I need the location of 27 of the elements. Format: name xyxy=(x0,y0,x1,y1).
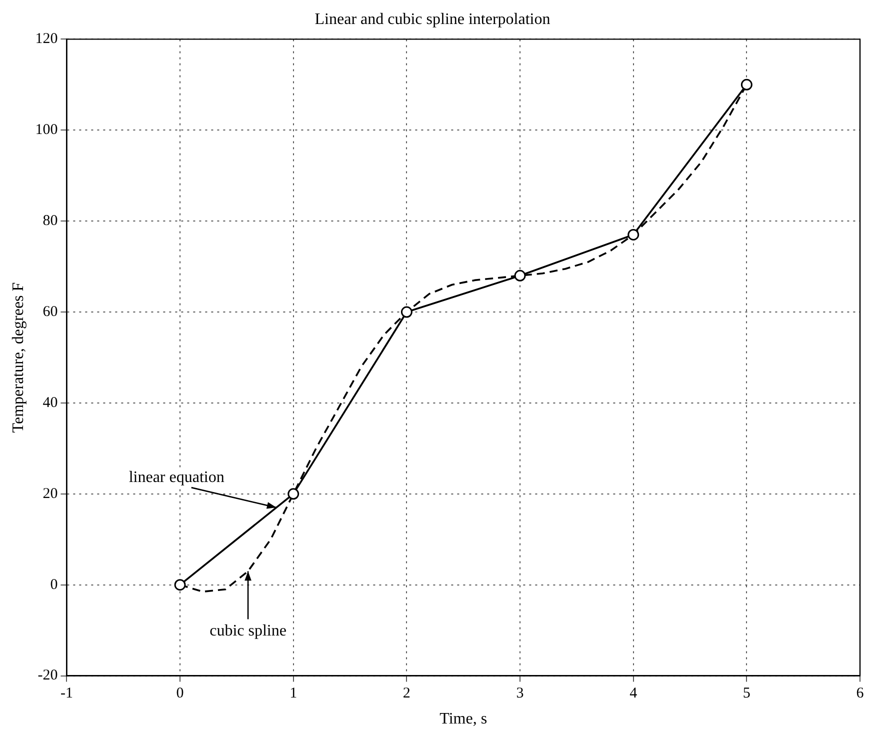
x-tick-label: 5 xyxy=(742,686,750,702)
annotation: cubic spline xyxy=(210,622,286,640)
y-tick-label: 0 xyxy=(50,576,58,593)
x-tick-label: 0 xyxy=(176,686,184,702)
point xyxy=(514,270,526,282)
point xyxy=(174,579,186,591)
y-tick-label: 40 xyxy=(42,394,58,411)
annotation: linear equation xyxy=(128,468,224,486)
y-tick-label: -20 xyxy=(38,668,58,684)
y-tick-label: 80 xyxy=(42,213,58,230)
x-tick-label: 6 xyxy=(856,686,864,702)
point xyxy=(400,306,412,318)
x-axis-title: Time, s xyxy=(440,710,488,728)
point xyxy=(288,488,300,500)
x-tick-label: 1 xyxy=(290,686,298,702)
x-tick-label: -1 xyxy=(60,686,73,702)
x-tick-label: 2 xyxy=(402,686,410,702)
x-tick-label: 3 xyxy=(516,686,524,702)
x-tick-label: 4 xyxy=(630,686,638,702)
y-tick-label: 60 xyxy=(42,304,58,320)
point xyxy=(628,228,640,240)
chart-title: Linear and cubic spline interpolation xyxy=(314,10,550,28)
y-tick-label: 20 xyxy=(42,486,58,502)
y-tick-label: 120 xyxy=(35,31,58,48)
y-axis-title: Temperature, degrees F xyxy=(10,282,27,433)
y-tick-label: 100 xyxy=(35,122,58,138)
point xyxy=(740,78,752,90)
